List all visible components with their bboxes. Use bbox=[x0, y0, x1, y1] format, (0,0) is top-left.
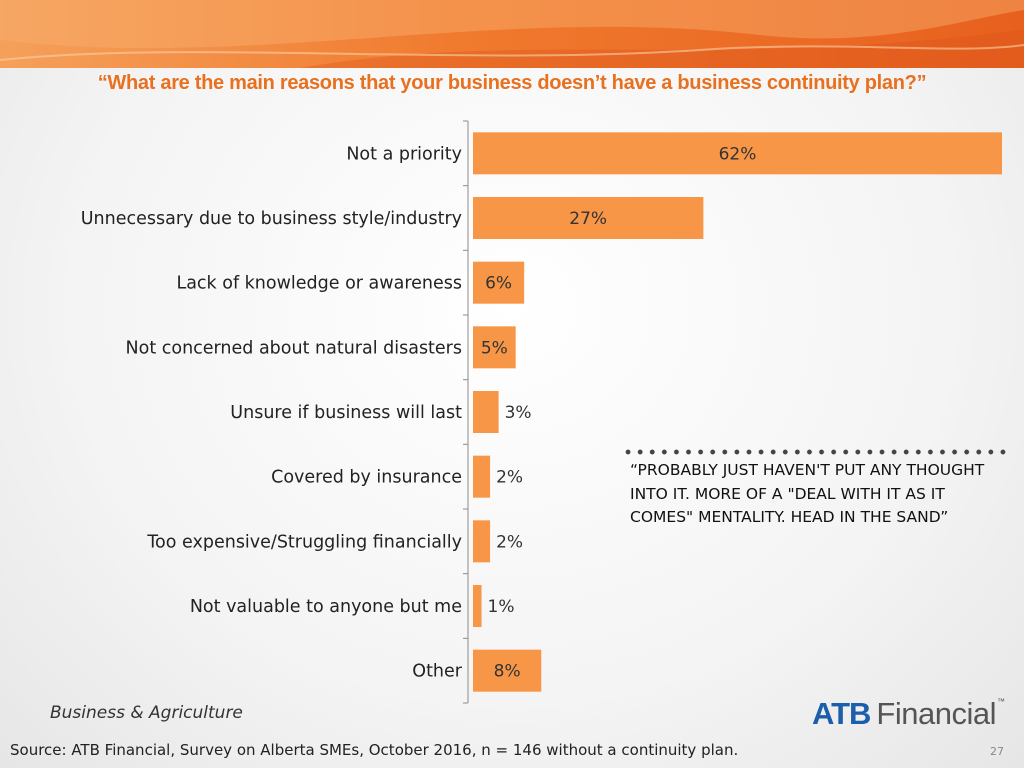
bar bbox=[473, 649, 542, 692]
bar bbox=[473, 326, 516, 369]
category-label: Not a priority bbox=[346, 144, 462, 164]
section-label: Business & Agriculture bbox=[50, 703, 243, 723]
logo-trademark: ™ bbox=[996, 697, 1005, 706]
bar bbox=[473, 261, 525, 304]
data-label: 62% bbox=[719, 144, 757, 164]
category-label: Not concerned about natural disasters bbox=[126, 338, 462, 358]
quote-dotted-rule bbox=[622, 448, 1010, 456]
bar bbox=[473, 455, 491, 498]
data-label: 2% bbox=[496, 532, 523, 552]
category-label: Too expensive/Struggling financially bbox=[146, 532, 462, 552]
page-number: 27 bbox=[990, 745, 1004, 758]
data-label: 2% bbox=[496, 468, 523, 488]
category-label: Not valuable to anyone but me bbox=[190, 597, 462, 617]
quote-text: “PROBABLY JUST HAVEN'T PUT ANY THOUGHT I… bbox=[630, 461, 985, 526]
data-label: 1% bbox=[488, 597, 515, 617]
atb-financial-logo: ATB Financial ™ bbox=[812, 697, 1005, 731]
data-label: 27% bbox=[569, 209, 607, 229]
data-label: 5% bbox=[481, 338, 508, 358]
logo-brand: ATB bbox=[812, 696, 871, 731]
header-banner bbox=[0, 0, 1024, 68]
source-note: Source: ATB Financial, Survey on Alberta… bbox=[10, 741, 739, 759]
slide-title: “What are the main reasons that your bus… bbox=[97, 72, 927, 94]
category-label: Unsure if business will last bbox=[230, 403, 462, 423]
category-label: Lack of knowledge or awareness bbox=[176, 274, 462, 294]
category-label: Unnecessary due to business style/indust… bbox=[81, 209, 462, 229]
category-label: Covered by insurance bbox=[271, 468, 462, 488]
bar bbox=[473, 391, 499, 433]
bar bbox=[473, 585, 482, 627]
bar bbox=[473, 197, 704, 239]
data-label: 6% bbox=[485, 274, 512, 294]
logo-word: Financial bbox=[876, 696, 996, 731]
category-label: Other bbox=[412, 662, 462, 682]
bar bbox=[473, 520, 491, 563]
bar bbox=[473, 132, 1002, 175]
data-label: 3% bbox=[505, 403, 532, 423]
data-label: 8% bbox=[494, 662, 521, 682]
